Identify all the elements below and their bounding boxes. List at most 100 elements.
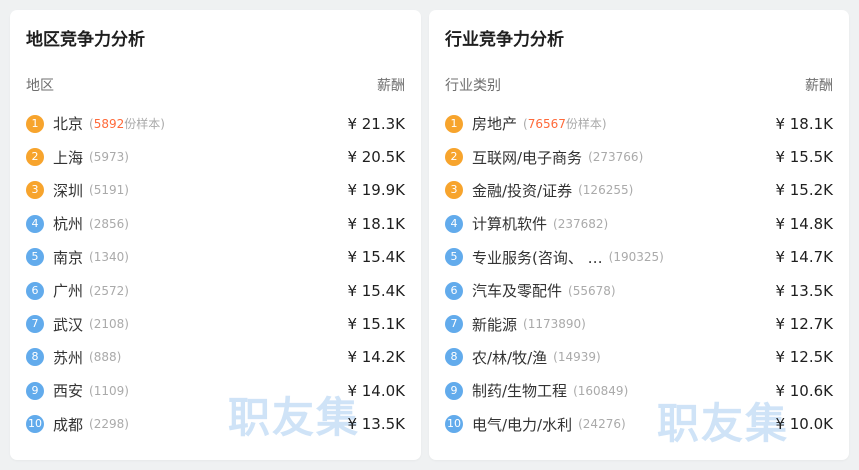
sample-count-number: 5892 — [93, 117, 125, 132]
table-row: 9 制药/生物工程 (160849) ¥ 10.6K — [445, 374, 833, 407]
row-name-link[interactable]: 杭州 — [53, 215, 84, 234]
panel-title: 地区竞争力分析 — [26, 30, 145, 50]
row-name-link[interactable]: 制药/生物工程 — [472, 382, 568, 401]
sample-count-open: ( — [89, 350, 94, 365]
sample-count-number: 237682 — [557, 216, 604, 231]
salary-value: ¥ 15.5K — [775, 148, 833, 167]
table-row: 9 西安 (1109) ¥ 14.0K — [26, 374, 405, 407]
sample-count-close: ) — [124, 417, 129, 432]
rank-badge: 6 — [445, 281, 463, 300]
row-label-group: 3 金融/投资/证券 (126255) — [445, 180, 633, 201]
table-row: 5 专业服务(咨询、 … (190325) ¥ 14.7K — [445, 241, 833, 274]
sample-count-open: ( — [89, 117, 94, 132]
sample-count-number: 190325 — [613, 250, 660, 265]
rank-badge: 2 — [26, 148, 44, 167]
sample-count: (1340) — [89, 250, 129, 264]
sample-count: (24276) — [578, 417, 626, 431]
salary-value: ¥ 19.9K — [347, 181, 405, 200]
salary-value: ¥ 13.5K — [347, 415, 405, 434]
column-header-row: 地区 薪酬 — [26, 76, 405, 96]
salary-value: ¥ 12.7K — [775, 315, 833, 334]
sample-count-close: ) — [124, 150, 129, 165]
sample-count-open: ( — [578, 417, 583, 432]
sample-count-number: 888 — [93, 350, 117, 365]
rank-badge: 6 — [26, 281, 44, 300]
rank-badge: 4 — [26, 214, 44, 233]
sample-count-suffix: 份样本 — [124, 117, 161, 132]
sample-count-open: ( — [89, 283, 94, 298]
sample-count-number: 160849 — [577, 383, 624, 398]
rank-badge: 5 — [26, 248, 44, 267]
row-label-group: 7 武汉 (2108) — [26, 314, 129, 335]
table-row: 1 房地产 (76567份样本) ¥ 18.1K — [445, 107, 833, 140]
row-name-link[interactable]: 新能源 — [472, 315, 518, 334]
row-name-link[interactable]: 南京 — [53, 248, 84, 267]
sample-count-close: ) — [610, 283, 616, 298]
salary-value: ¥ 13.5K — [775, 281, 833, 300]
row-label-group: 6 广州 (2572) — [26, 280, 129, 301]
sample-count-number: 14939 — [557, 350, 597, 365]
rank-badge: 7 — [445, 315, 463, 334]
row-name-link[interactable]: 农/林/牧/渔 — [472, 348, 548, 367]
row-name-link[interactable]: 金融/投资/证券 — [472, 181, 573, 200]
row-label-group: 9 西安 (1109) — [26, 380, 129, 401]
sample-count-number: 5973 — [93, 150, 125, 165]
row-name-link[interactable]: 专业服务(咨询、 … — [472, 248, 603, 267]
row-name-link[interactable]: 西安 — [53, 382, 84, 401]
sample-count-number: 126255 — [582, 183, 629, 198]
sample-count-open: ( — [588, 150, 593, 165]
rank-badge: 8 — [26, 348, 44, 367]
sample-count-open: ( — [89, 317, 94, 332]
table-row: 3 深圳 (5191) ¥ 19.9K — [26, 174, 405, 207]
sample-count-open: ( — [89, 216, 94, 231]
salary-value: ¥ 18.1K — [775, 114, 833, 133]
table-row: 5 南京 (1340) ¥ 15.4K — [26, 241, 405, 274]
sample-count-number: 2108 — [93, 317, 125, 332]
rank-badge: 8 — [445, 348, 463, 367]
sample-count-open: ( — [578, 183, 583, 198]
salary-value: ¥ 20.5K — [347, 148, 405, 167]
table-row: 6 广州 (2572) ¥ 15.4K — [26, 274, 405, 307]
salary-value: ¥ 21.3K — [347, 114, 405, 133]
sample-count: (190325) — [609, 250, 664, 264]
column-header-name: 地区 — [26, 78, 54, 94]
row-name-link[interactable]: 房地产 — [472, 115, 518, 134]
row-name-link[interactable]: 上海 — [53, 148, 84, 167]
salary-value: ¥ 15.4K — [347, 281, 405, 300]
sample-count: (2108) — [89, 317, 129, 331]
row-name-link[interactable]: 深圳 — [53, 181, 84, 200]
sample-count: (55678) — [568, 284, 616, 298]
row-label-group: 1 北京 (5892份样本) — [26, 113, 165, 134]
salary-value: ¥ 15.2K — [775, 181, 833, 200]
salary-value: ¥ 12.5K — [775, 348, 833, 367]
sample-count: (888) — [89, 350, 121, 364]
sample-count-close: ) — [124, 250, 129, 265]
row-name-link[interactable]: 汽车及零配件 — [472, 282, 563, 301]
salary-value: ¥ 14.7K — [775, 248, 833, 267]
sample-count-close: ) — [124, 283, 129, 298]
sample-count-close: ) — [124, 317, 129, 332]
row-label-group: 9 制药/生物工程 (160849) — [445, 380, 628, 401]
row-name-link[interactable]: 苏州 — [53, 348, 84, 367]
column-header-salary: 薪酬 — [805, 78, 833, 94]
industry-rank-list: 1 房地产 (76567份样本) ¥ 18.1K 2 互联网/电子商务 (273… — [445, 107, 833, 441]
row-label-group: 2 互联网/电子商务 (273766) — [445, 147, 643, 168]
row-name-link[interactable]: 互联网/电子商务 — [472, 148, 583, 167]
row-name-link[interactable]: 北京 — [53, 115, 84, 134]
column-header-row: 行业类别 薪酬 — [445, 76, 833, 96]
row-name-link[interactable]: 成都 — [53, 415, 84, 434]
row-label-group: 5 专业服务(咨询、 … (190325) — [445, 247, 664, 268]
row-label-group: 6 汽车及零配件 (55678) — [445, 280, 616, 301]
row-name-link[interactable]: 计算机软件 — [472, 215, 548, 234]
row-name-link[interactable]: 武汉 — [53, 315, 84, 334]
sample-count: (160849) — [573, 384, 628, 398]
region-rank-list: 1 北京 (5892份样本) ¥ 21.3K 2 上海 (5973) ¥ 20.… — [26, 107, 405, 441]
table-row: 10 电气/电力/水利 (24276) ¥ 10.0K — [445, 408, 833, 441]
sample-count: (5973) — [89, 150, 129, 164]
column-header-name: 行业类别 — [445, 78, 501, 94]
sample-count-number: 2298 — [93, 417, 125, 432]
row-label-group: 8 农/林/牧/渔 (14939) — [445, 347, 601, 368]
sample-count: (1173890) — [523, 317, 586, 331]
row-name-link[interactable]: 广州 — [53, 282, 84, 301]
row-name-link[interactable]: 电气/电力/水利 — [472, 415, 573, 434]
